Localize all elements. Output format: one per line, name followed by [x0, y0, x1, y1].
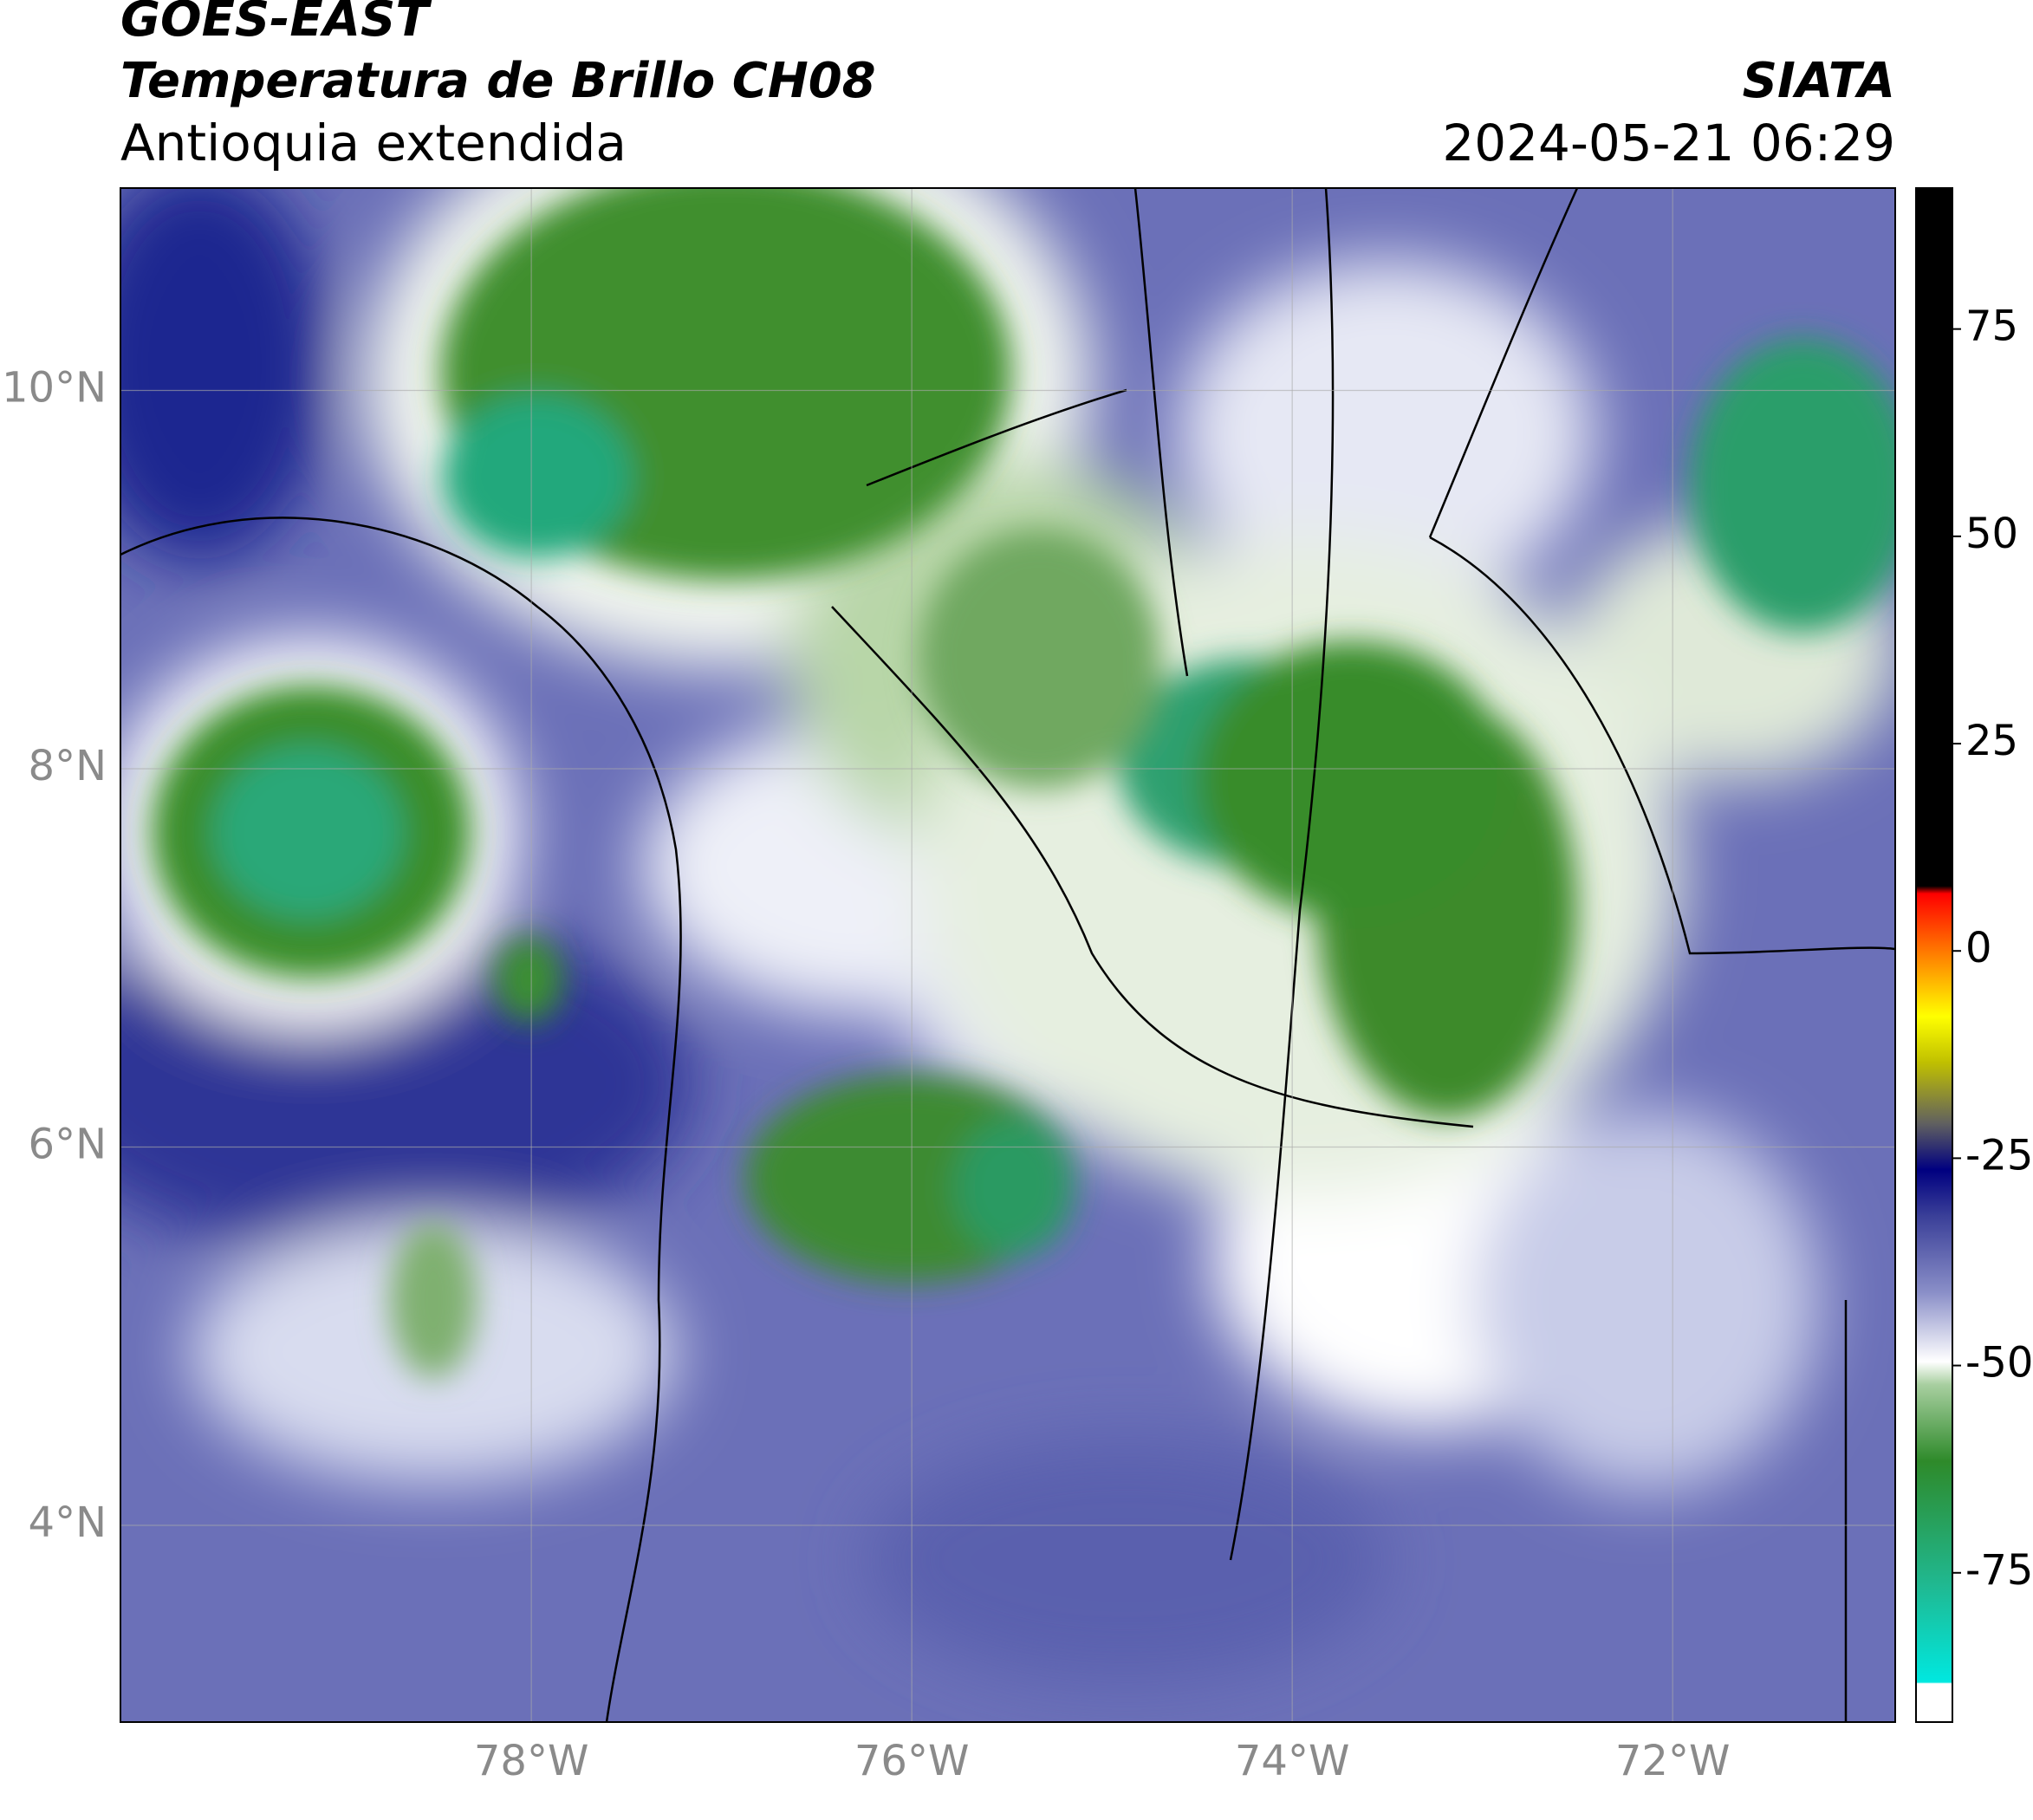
source-title: SIATA	[1743, 53, 1895, 109]
colorbar-tick-label: -25	[1965, 1131, 2033, 1180]
map-frame	[120, 187, 1896, 1723]
satellite-image	[120, 188, 1895, 1722]
colorbar	[1915, 187, 1953, 1723]
colorbar-tick-label: 75	[1965, 302, 2018, 351]
x-tick-label: 74°W	[1235, 1737, 1350, 1785]
x-tick-label: 78°W	[474, 1737, 589, 1785]
product-title: Temperatura de Brillo CH08	[120, 53, 876, 109]
region-title: Antioquia extendida	[120, 114, 627, 172]
datetime-title: 2024-05-21 06:29	[1442, 114, 1895, 172]
y-tick-label: 4°N	[29, 1498, 107, 1547]
colorbar-tick-label: -75	[1965, 1546, 2033, 1595]
y-tick-label: 8°N	[29, 742, 107, 790]
y-tick-label: 10°N	[2, 364, 107, 413]
colorbar-tick-label: -50	[1965, 1339, 2033, 1388]
x-tick-label: 76°W	[854, 1737, 970, 1785]
grid	[120, 188, 1895, 1722]
x-tick-label: 72°W	[1615, 1737, 1731, 1785]
satellite-title: GOES-EAST	[120, 0, 432, 48]
colorbar-tick-label: 50	[1965, 510, 2018, 558]
y-tick-label: 6°N	[29, 1121, 107, 1169]
colorbar-tick-label: 0	[1965, 924, 1992, 972]
colorbar-tick-label: 25	[1965, 717, 2018, 765]
